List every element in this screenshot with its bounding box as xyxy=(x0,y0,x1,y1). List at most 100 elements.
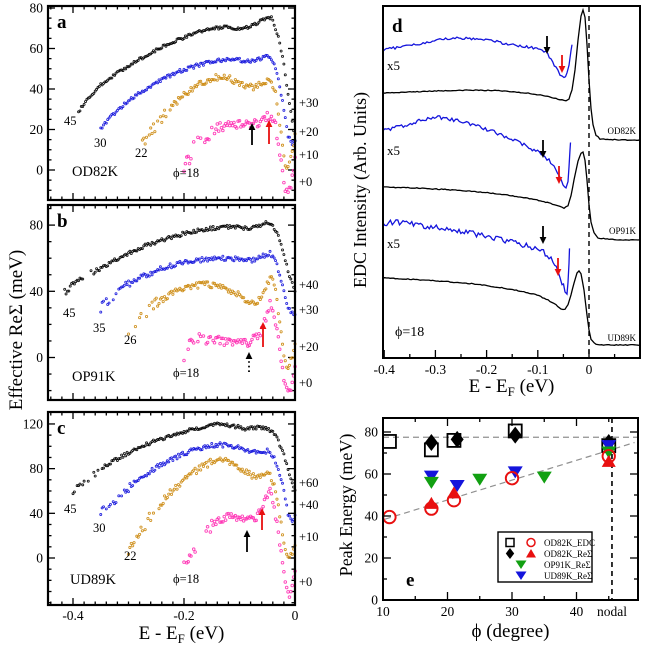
data-point xyxy=(289,154,293,158)
data-point xyxy=(198,136,203,140)
data-point xyxy=(236,444,240,448)
panel-letter: a xyxy=(57,12,67,33)
data-point xyxy=(226,226,230,230)
legend-label: UD89K_ReΣ xyxy=(544,571,592,581)
data-point xyxy=(290,310,294,314)
data-point xyxy=(117,494,121,498)
data-point xyxy=(276,34,280,38)
data-point xyxy=(232,224,236,228)
data-point xyxy=(229,444,233,447)
data-point xyxy=(243,517,247,521)
data-point xyxy=(165,495,169,500)
data-point xyxy=(257,450,261,454)
data-point xyxy=(93,474,97,478)
data-point xyxy=(128,451,132,455)
data-point xyxy=(158,462,162,465)
data-point xyxy=(214,73,218,77)
data-point xyxy=(142,136,146,140)
data-point xyxy=(110,259,114,263)
data-point xyxy=(234,518,239,522)
data-point xyxy=(205,340,210,345)
data-point xyxy=(182,288,186,292)
data-point xyxy=(220,60,223,64)
y-tick-label: 0 xyxy=(36,350,43,365)
data-point xyxy=(269,114,274,119)
data-point xyxy=(276,142,281,146)
data-point xyxy=(250,83,254,87)
data-point xyxy=(122,452,126,456)
data-point xyxy=(222,224,226,228)
data-point xyxy=(158,436,162,440)
data-point xyxy=(231,27,235,31)
data-point xyxy=(264,220,268,223)
data-point xyxy=(181,262,185,266)
data-point xyxy=(269,491,274,496)
data-point xyxy=(271,500,275,505)
data-point xyxy=(156,437,160,441)
data-point xyxy=(289,186,293,190)
data-point xyxy=(226,444,230,448)
data-point xyxy=(154,47,158,51)
data-point xyxy=(209,125,214,130)
data-point xyxy=(211,523,215,527)
data-point xyxy=(222,514,226,519)
data-point xyxy=(164,76,168,80)
data-point xyxy=(239,257,243,261)
data-point xyxy=(204,280,208,284)
data-point xyxy=(165,73,169,77)
y-tick-label: 80 xyxy=(30,218,44,233)
data-point xyxy=(171,292,175,296)
data-point xyxy=(136,479,140,482)
data-point xyxy=(178,455,182,459)
data-point xyxy=(274,259,278,263)
series-UD89K_ReΣ-triangle-down xyxy=(423,440,617,493)
data-point xyxy=(189,472,193,476)
data-point xyxy=(199,260,203,264)
data-point xyxy=(161,114,165,118)
y-axis-title-left: Effective ReΣ (meV) xyxy=(6,250,27,411)
data-point xyxy=(258,18,262,22)
data-point xyxy=(104,80,108,84)
data-point xyxy=(247,469,251,473)
data-point xyxy=(190,64,194,68)
data-point xyxy=(279,548,283,553)
data-point xyxy=(114,292,118,296)
data-point xyxy=(195,230,198,234)
x-tick-label: -0.4 xyxy=(374,362,396,377)
data-point xyxy=(165,297,169,301)
data-point xyxy=(92,91,96,95)
data-point xyxy=(269,306,274,310)
data-point xyxy=(290,173,294,177)
data-point xyxy=(161,461,165,465)
data-point xyxy=(278,123,282,127)
y-tick-label: 20 xyxy=(30,122,44,137)
data-point xyxy=(208,445,212,449)
data-point xyxy=(156,47,160,51)
data-point xyxy=(183,161,188,166)
data-point xyxy=(99,310,103,314)
data-point xyxy=(186,154,190,159)
data-point xyxy=(170,456,173,460)
data-point xyxy=(281,248,284,252)
data-point xyxy=(249,60,253,64)
data-point xyxy=(187,161,192,166)
data-point xyxy=(147,85,151,89)
data-point xyxy=(237,119,242,123)
data-point xyxy=(79,277,83,281)
data-point xyxy=(228,444,232,448)
data-point xyxy=(263,427,266,431)
data-point xyxy=(220,224,223,228)
data-point xyxy=(121,455,125,459)
data-point xyxy=(192,228,196,232)
data-point xyxy=(72,490,76,494)
legend-label: OP91K_ReΣ xyxy=(544,560,591,570)
data-point xyxy=(186,230,190,234)
data-point xyxy=(234,340,239,345)
data-point xyxy=(201,464,205,468)
data-point xyxy=(249,227,253,231)
data-point xyxy=(220,442,223,446)
data-point xyxy=(157,268,161,272)
data-point xyxy=(269,275,273,279)
data-point xyxy=(219,76,224,80)
curve-angle-label: ϕ=18 xyxy=(173,572,199,586)
